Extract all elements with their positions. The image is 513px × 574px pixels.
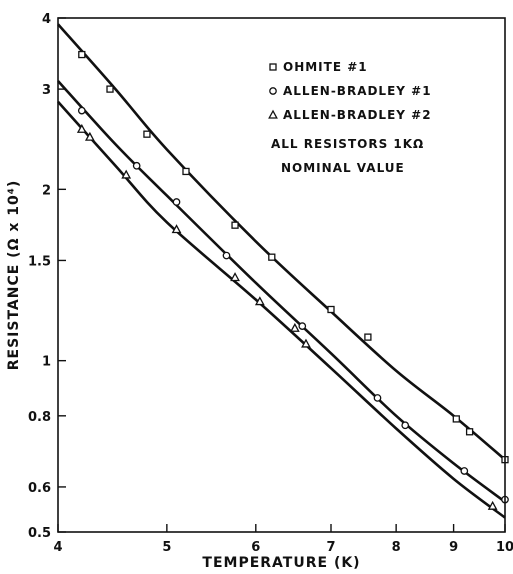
data-point-circle	[373, 394, 382, 402]
series-line-2	[57, 80, 506, 503]
data-point-triangle	[254, 296, 265, 306]
data-point-triangle	[171, 224, 182, 234]
data-point-triangle	[487, 500, 498, 510]
y-axis-title: RESISTANCE (Ω x 10⁴)	[6, 180, 22, 371]
x-tick-label: 4	[53, 540, 62, 555]
fitted-curves	[57, 23, 506, 519]
y-tick-label: 4	[42, 12, 51, 27]
y-tick-label: 3	[42, 83, 51, 98]
series-line-3	[57, 100, 506, 519]
data-point-triangle	[121, 169, 132, 179]
plot-frame	[57, 17, 506, 533]
x-tick-label: 7	[326, 540, 335, 555]
data-point-square	[231, 221, 239, 229]
x-tick-label: 10	[496, 540, 513, 555]
legend-marker-triangle	[268, 109, 278, 119]
y-tick-label: 0.6	[28, 481, 51, 496]
data-point-triangle	[301, 338, 311, 348]
data-point-triangle	[76, 123, 87, 133]
x-tick-label: 5	[162, 540, 171, 555]
data-point-square	[364, 333, 372, 341]
legend-label: OHMITE #1	[283, 60, 368, 74]
data-point-square	[452, 415, 460, 423]
y-tick-label: 1.5	[28, 254, 51, 269]
data-point-triangle	[84, 131, 95, 141]
series-line-1	[57, 23, 506, 461]
data-point-circle	[77, 106, 86, 115]
legend-label: ALLEN-BRADLEY #2	[283, 108, 432, 122]
y-tick-label: 0.8	[28, 410, 51, 425]
data-point-square	[182, 167, 190, 176]
data-point-circle	[298, 322, 307, 330]
y-tick-label: 0.5	[28, 526, 51, 541]
x-tick-label: 6	[251, 540, 260, 555]
legend-marker-square	[269, 63, 277, 71]
data-point-triangle	[230, 272, 240, 282]
data-point-triangle	[289, 322, 300, 332]
legend-note: ALL RESISTORS 1KΩ	[271, 137, 424, 151]
data-markers	[76, 50, 509, 510]
data-point-circle	[401, 421, 410, 430]
legend-label: ALLEN-BRADLEY #1	[283, 84, 432, 98]
x-axis-title: TEMPERATURE (K)	[202, 555, 360, 571]
x-axis-ticks: 4 5 6 7 8 9 10	[53, 524, 513, 555]
x-tick-label: 9	[449, 540, 458, 555]
y-tick-label: 2	[42, 183, 51, 198]
data-point-square	[327, 305, 335, 314]
y-axis-ticks: 0.5 0.6 0.8 1 1.5 2 3 4	[28, 12, 66, 541]
data-point-square	[268, 253, 276, 261]
x-tick-label: 8	[392, 540, 401, 555]
legend: OHMITE #1 ALLEN-BRADLEY #1 ALLEN-BRADLEY #…	[268, 60, 432, 175]
data-point-circle	[460, 467, 469, 475]
legend-note: NOMINAL VALUE	[281, 161, 405, 175]
data-point-circle	[132, 161, 141, 170]
legend-marker-circle	[269, 87, 277, 95]
data-point-circle	[172, 198, 181, 206]
data-point-circle	[222, 251, 231, 260]
y-tick-label: 1	[42, 355, 51, 370]
data-point-square	[78, 50, 86, 59]
data-point-square	[143, 130, 151, 138]
data-point-square	[106, 85, 114, 93]
data-point-square	[465, 428, 474, 436]
